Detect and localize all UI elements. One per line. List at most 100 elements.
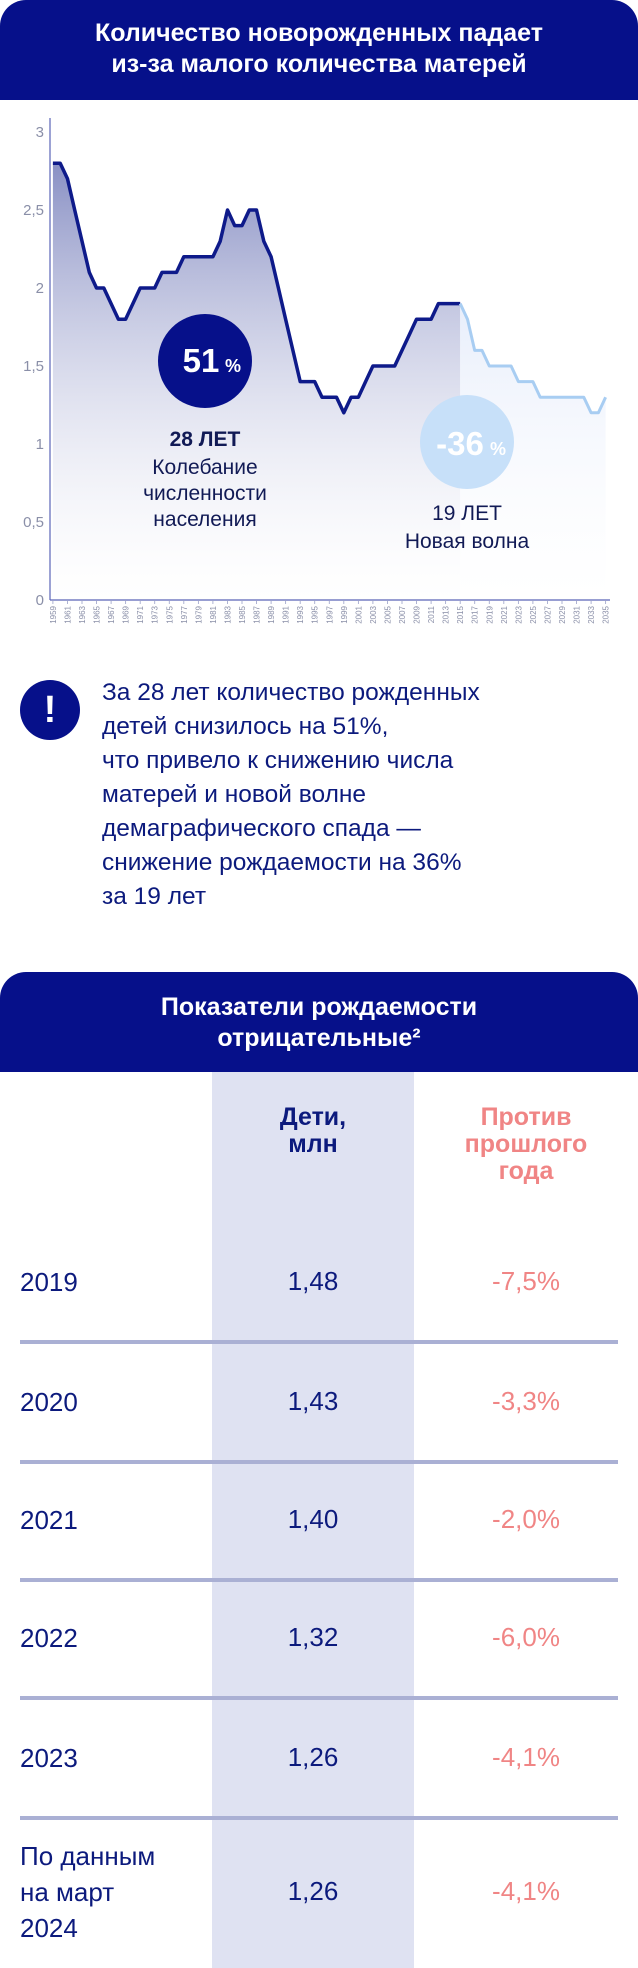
table-title-line2: отрицательные² [217,1024,421,1052]
annotation-text-28: населения [153,508,256,531]
annotation-text-19: Новая волна [405,530,530,553]
x-tick-label: 1965 [93,605,102,623]
x-tick-label: 1999 [340,605,349,623]
row-children-value: 1,43 [287,1386,339,1416]
chart-title-line2: из-за малого количества матерей [111,50,527,78]
callout-line: демаграфического спада — [102,815,421,842]
badge-36-value: -36 [436,425,484,462]
row-children-value: 1,26 [287,1742,339,1772]
badge-51-unit: % [225,356,241,376]
row-year-line: 2019 [20,1267,78,1297]
badge-51-value: 51 [183,342,220,379]
row-divider [20,1340,618,1344]
row-change-value: -3,3% [492,1386,560,1416]
x-tick-label: 2035 [602,605,611,623]
callout-text: За 28 лет количество рожденных детей сни… [102,676,622,914]
x-tick-label: 1989 [267,605,276,623]
x-tick-label: 2003 [369,605,378,623]
row-year: 2021 [20,1502,78,1538]
callout-line: детей снизилось на 51%, [102,713,389,740]
x-tick-label: 2023 [514,605,523,623]
x-tick-label: 2017 [471,605,480,623]
x-tick-label: 1983 [223,605,232,623]
x-tick-label: 1959 [49,605,58,623]
table-row: 2022 1,32 -6,0% [0,1588,638,1688]
row-change-value: -4,1% [492,1876,560,1906]
y-tick-label: 3 [36,124,44,141]
x-tick-label: 1995 [311,605,320,623]
row-year: 2020 [20,1384,78,1420]
x-tick-label: 2005 [383,605,392,623]
row-year: 2019 [20,1264,78,1300]
row-year: По данным на март 2024 [20,1838,155,1946]
row-children-value: 1,40 [287,1504,339,1534]
row-change-value: -7,5% [492,1266,560,1296]
x-tick-label: 1981 [209,605,218,623]
table-row: 2020 1,43 -3,3% [0,1352,638,1452]
x-tick-label: 1987 [253,605,262,623]
x-tick-label: 2013 [442,605,451,623]
x-tick-label: 1963 [78,605,87,623]
info-callout: ! За 28 лет количество рожденных детей с… [20,679,620,920]
row-divider [20,1696,618,1700]
badge-51 [158,314,252,408]
x-tick-label: 1979 [194,605,203,623]
x-tick-label: 2025 [529,605,538,623]
x-tick-label: 1961 [63,605,72,623]
annotation-period-19: 19 ЛЕТ [432,502,502,525]
row-year-line: 2023 [20,1743,78,1773]
historical-area [52,163,461,600]
x-tick-label: 2011 [427,605,436,623]
row-children-value: 1,32 [287,1622,339,1652]
row-children-value: 1,26 [287,1876,339,1906]
y-tick-label: 0 [36,592,44,609]
x-tick-label: 1975 [165,605,174,623]
callout-line: за 19 лет [102,883,207,910]
table-title-line1: Показатели рождаемости [160,993,478,1021]
x-tick-label: 1993 [296,605,305,623]
x-tick-label: 2021 [500,605,509,623]
y-tick-label: 1,5 [23,358,44,375]
table-row: 2019 1,48 -7,5% [0,1232,638,1332]
table-header: Показатели рождаемости отрицательные² [0,972,638,1072]
x-tick-label: 2009 [413,605,422,623]
x-tick-label: 1997 [325,605,334,623]
x-tick-label: 2029 [558,605,567,623]
row-year-line: 2022 [20,1623,78,1653]
table-row: По данным на март 2024 1,26 -4,1% [0,1827,638,1957]
column-header-change: Против прошлого года [464,1103,588,1185]
forecast-line [458,302,607,415]
y-tick-label: 1 [36,436,44,453]
row-change-value: -6,0% [492,1622,560,1652]
row-divider [20,1460,618,1464]
callout-line: снижение рождаемости на 36% [102,849,462,876]
callout-line: За 28 лет количество рожденных [102,679,480,706]
x-tick-label: 1991 [282,605,291,623]
x-tick-label: 2015 [456,605,465,623]
x-tick-label: 2007 [398,605,407,623]
row-children-value: 1,48 [287,1266,339,1296]
annotation-period-28: 28 ЛЕТ [170,428,241,451]
historical-line [52,161,461,415]
table-row: 2023 1,26 -4,1% [0,1708,638,1808]
x-tick-label: 1985 [238,605,247,623]
forecast-area [460,303,606,600]
row-year-line: По данным [20,1841,156,1871]
x-tick-label: 1971 [136,605,145,623]
row-change-value: -2,0% [492,1504,560,1534]
row-year-line: 2021 [20,1505,78,1535]
y-tick-label: 2 [36,280,44,297]
exclamation-icon: ! [20,680,80,740]
y-tick-label: 0,5 [23,514,44,531]
x-tick-label: 2033 [587,605,596,623]
row-year: 2023 [20,1740,78,1776]
badge-36 [420,395,514,489]
callout-line: что привело к снижению числа [102,747,454,774]
birth-rate-table: Дети, млн Против прошлого года 2019 1,48 -… [0,1072,638,1968]
row-year-line: 2024 [20,1913,78,1943]
row-divider [20,1578,618,1582]
row-year-line: на март [20,1877,115,1907]
row-year-line: 2020 [20,1387,78,1417]
row-divider [20,1816,618,1820]
row-change-value: -4,1% [492,1742,560,1772]
